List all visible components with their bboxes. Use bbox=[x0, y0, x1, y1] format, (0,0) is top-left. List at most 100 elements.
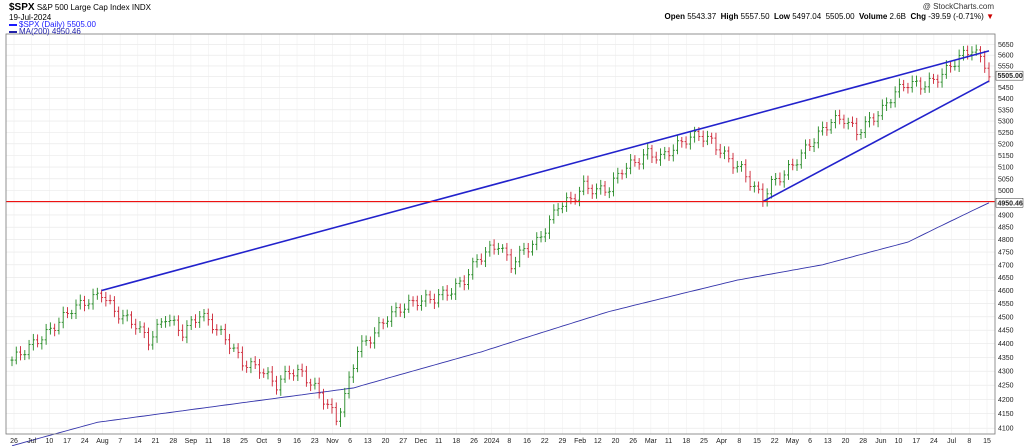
x-tick-label: Jun bbox=[875, 438, 886, 445]
ohlc-bar bbox=[390, 305, 394, 327]
ohlc-bar bbox=[513, 256, 517, 275]
plot-frame bbox=[5, 33, 996, 435]
ohlc-bar bbox=[889, 99, 893, 109]
ohlc-bar bbox=[607, 187, 611, 199]
x-tick-label: 21 bbox=[152, 438, 160, 445]
ohlc-bar bbox=[27, 339, 31, 360]
ohlc-bar bbox=[795, 159, 799, 171]
ohlc-bar bbox=[275, 375, 279, 395]
ohlc-bar bbox=[535, 232, 539, 251]
ohlc-bar bbox=[701, 130, 705, 148]
ohlc-bar bbox=[321, 388, 325, 410]
ohlc-bar bbox=[313, 377, 317, 390]
ohlc-bar bbox=[398, 303, 402, 317]
last-price-label: 5505.00 bbox=[995, 70, 1024, 81]
legend-ma-swatch bbox=[9, 30, 17, 33]
y-tick-label: 5150 bbox=[998, 153, 1014, 160]
ohlc-bar bbox=[624, 162, 628, 179]
ohlc-bar bbox=[83, 295, 87, 312]
y-tick-label: 5650 bbox=[998, 42, 1014, 49]
ohlc-bar bbox=[577, 186, 581, 207]
ohlc-bar bbox=[223, 323, 227, 345]
x-tick-label: 20 bbox=[382, 438, 390, 445]
y-tick-label: 4650 bbox=[998, 275, 1014, 282]
ma-value-label-box bbox=[995, 198, 1024, 208]
ohlc-bar bbox=[582, 175, 586, 196]
x-tick-label: 6 bbox=[348, 438, 352, 445]
ohlc-bar bbox=[846, 117, 850, 130]
ohlc-bar bbox=[142, 322, 146, 339]
ohlc-bar bbox=[923, 81, 927, 93]
ohlc-bar bbox=[202, 309, 206, 322]
ohlc-bar bbox=[445, 285, 449, 301]
volume-value: 2.6B bbox=[889, 12, 906, 21]
price-bars bbox=[10, 44, 991, 428]
upper-channel-line bbox=[101, 50, 990, 292]
ohlc-bar bbox=[876, 111, 880, 128]
y-tick-label: 4600 bbox=[998, 288, 1014, 295]
y-tick-label: 5350 bbox=[998, 107, 1014, 114]
ohlc-bar bbox=[616, 167, 620, 184]
ohlc-bar bbox=[983, 50, 987, 73]
ohlc-bar bbox=[317, 377, 321, 399]
open-value: 5543.37 bbox=[687, 12, 717, 21]
ohlc-bar bbox=[612, 172, 616, 197]
low-value: 5497.04 bbox=[792, 12, 822, 21]
x-tick-label: 13 bbox=[824, 438, 832, 445]
y-tick-label: 4850 bbox=[998, 225, 1014, 232]
chg-value: -39.59 (-0.71%) bbox=[928, 12, 984, 21]
ohlc-bar bbox=[283, 365, 287, 383]
ohlc-bar bbox=[31, 333, 35, 351]
ohlc-bar bbox=[893, 86, 897, 108]
ohlc-bar bbox=[727, 146, 731, 163]
ohlc-bar bbox=[526, 242, 530, 258]
x-tick-label: 15 bbox=[753, 438, 761, 445]
x-tick-label: 26 bbox=[10, 438, 18, 445]
chart-title: $SPX S&P 500 Large Cap Index INDX bbox=[9, 2, 151, 13]
ohlc-bar bbox=[731, 152, 735, 174]
ohlc-bar bbox=[757, 181, 761, 194]
x-tick-label: 29 bbox=[559, 438, 567, 445]
ohlc-bar bbox=[112, 296, 116, 318]
ohlc-bar bbox=[663, 146, 667, 160]
ohlc-bar bbox=[676, 135, 680, 155]
ohlc-bar bbox=[467, 269, 471, 290]
x-tick-label: 15 bbox=[983, 438, 991, 445]
ohlc-bar bbox=[339, 408, 343, 428]
y-tick-label: 4500 bbox=[998, 314, 1014, 321]
y-tick-label: 5000 bbox=[998, 188, 1014, 195]
ohlc-bar bbox=[488, 240, 492, 257]
ohlc-bar bbox=[543, 228, 547, 243]
ohlc-bar bbox=[522, 242, 526, 255]
x-tick-label: 16 bbox=[293, 438, 301, 445]
ohlc-bar bbox=[902, 79, 906, 92]
ohlc-bar bbox=[620, 169, 624, 180]
ohlc-bar bbox=[253, 356, 257, 370]
y-tick-label: 4300 bbox=[998, 369, 1014, 376]
x-tick-label: 11 bbox=[435, 438, 442, 445]
ohlc-bar bbox=[586, 175, 590, 195]
ohlc-bar bbox=[266, 367, 270, 380]
legend-price-swatch bbox=[9, 23, 17, 26]
ohlc-bar bbox=[326, 399, 330, 409]
ohlc-bar bbox=[684, 136, 688, 149]
ohlc-bar bbox=[53, 323, 57, 337]
y-tick-label: 4550 bbox=[998, 301, 1014, 308]
last-price-label-box bbox=[995, 70, 1024, 81]
ohlc-bar bbox=[530, 240, 534, 256]
ohlc-bar bbox=[91, 288, 95, 310]
x-tick-label: Apr bbox=[716, 438, 728, 445]
ohlc-bar bbox=[215, 324, 219, 336]
ohlc-bar bbox=[906, 82, 910, 94]
ohlc-bar bbox=[829, 118, 833, 134]
ma200-line-group bbox=[11, 202, 990, 446]
x-tick-label: 8 bbox=[507, 438, 511, 445]
ohlc-bar bbox=[539, 230, 543, 243]
x-tick-label: 26 bbox=[470, 438, 478, 445]
y-tick-label: 4750 bbox=[998, 250, 1014, 257]
ohlc-bar bbox=[658, 148, 662, 166]
ohlc-bar bbox=[782, 170, 786, 188]
x-tick-label: 8 bbox=[737, 438, 741, 445]
x-tick-label: 10 bbox=[895, 438, 903, 445]
